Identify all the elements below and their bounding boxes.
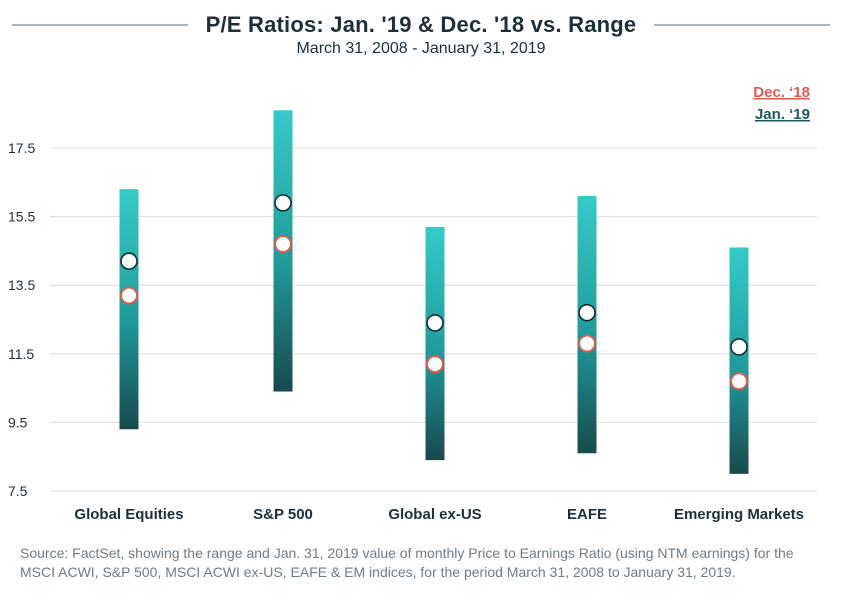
dec18-point <box>274 235 292 254</box>
jan19-point <box>730 338 748 356</box>
marker-layer <box>120 194 748 391</box>
chart-title: P/E Ratios: Jan. '19 & Dec. '18 vs. Rang… <box>205 12 637 37</box>
range-bar <box>119 189 139 430</box>
jan19-point <box>274 194 292 212</box>
jan19-point <box>426 314 444 332</box>
dec18-point <box>730 372 748 391</box>
title-rule-left <box>12 24 188 26</box>
range-bar <box>425 226 445 461</box>
bar-layer <box>119 110 749 474</box>
range-bar <box>577 196 597 454</box>
x-tick-label: EAFE <box>567 506 607 523</box>
dec18-point <box>120 286 138 305</box>
y-tick-label: 13.5 <box>8 277 35 293</box>
legend-jan19: Jan. ‘19 <box>755 106 810 123</box>
title-row: P/E Ratios: Jan. '19 & Dec. '18 vs. Rang… <box>0 10 842 40</box>
x-tick-label: S&P 500 <box>253 506 313 523</box>
y-tick-label: 7.5 <box>8 483 28 499</box>
dec18-point <box>426 355 444 374</box>
source-note: Source: FactSet, showing the range and J… <box>20 545 794 580</box>
legend-dec18: Dec. ‘18 <box>753 84 810 101</box>
x-tick-label: Global Equities <box>74 506 183 523</box>
dec18-point <box>578 334 596 353</box>
chart-subtitle: March 31, 2008 - January 31, 2019 <box>296 40 546 57</box>
y-tick-label: 11.5 <box>8 346 34 362</box>
label-layer: Global Equities S&P 500 Global ex-US EAFE Em… <box>74 506 804 523</box>
range-bar <box>729 247 749 474</box>
x-tick-label: Global ex-US <box>388 506 481 523</box>
y-tick-label: 15.5 <box>8 209 35 225</box>
y-tick-label: 9.5 <box>8 414 28 430</box>
title-rule-right <box>654 24 830 26</box>
pe-range-chart: 17.5 15.5 13.5 11.5 9.5 7.5 Global Equities S&… <box>8 84 817 523</box>
legend: Dec. ‘18 Jan. ‘19 <box>753 84 810 123</box>
jan19-point <box>120 252 138 270</box>
jan19-point <box>578 303 596 322</box>
x-tick-label: Emerging Markets <box>674 506 804 523</box>
y-tick-label: 17.5 <box>8 140 35 156</box>
